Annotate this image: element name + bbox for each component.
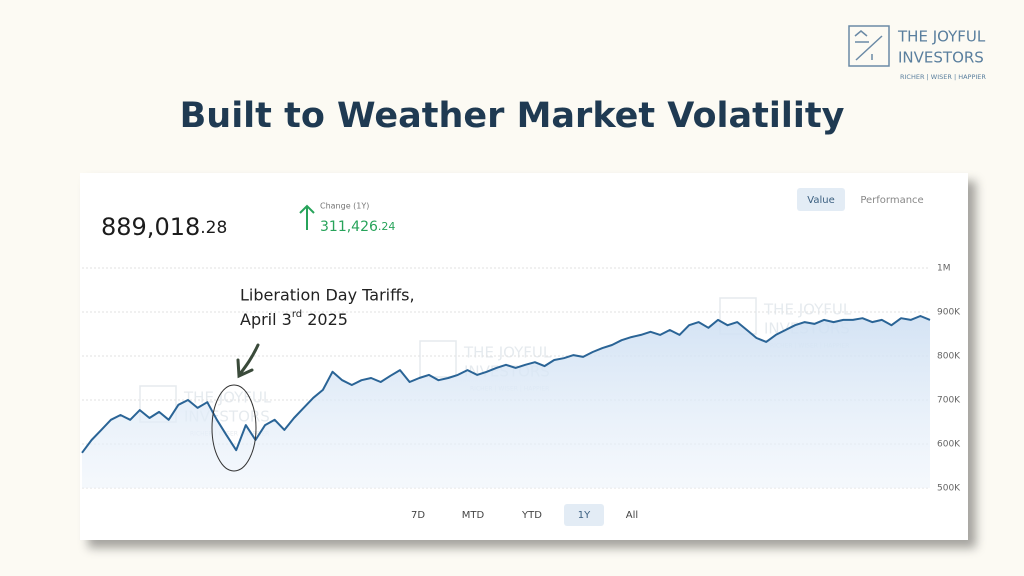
annotation-arrow bbox=[236, 343, 260, 379]
y-tick-label: 800K bbox=[937, 352, 961, 362]
annotation-year: 2025 bbox=[302, 310, 348, 329]
range-button[interactable]: MTD bbox=[462, 510, 485, 521]
toggle-performance[interactable]: Performance bbox=[860, 195, 923, 206]
watermark-tagline: RICHER | WISER | HAPPIER bbox=[190, 431, 269, 438]
y-tick-label: 700K bbox=[937, 396, 961, 406]
watermark-text: THE JOYFUL bbox=[463, 344, 552, 362]
watermark-text: THE JOYFUL bbox=[763, 301, 852, 319]
value-main: 889,018 bbox=[101, 213, 200, 241]
watermark-icon bbox=[419, 340, 457, 378]
toggle-active-bg bbox=[797, 188, 845, 211]
y-tick-label: 900K bbox=[937, 308, 961, 318]
watermark-text: THE JOYFUL bbox=[183, 389, 272, 407]
portfolio-value: 889,018.28 bbox=[101, 213, 227, 241]
brand-line2: INVESTORS bbox=[898, 49, 984, 67]
y-tick-label: 1M bbox=[937, 264, 951, 274]
change-label: Change (1Y) bbox=[320, 202, 369, 211]
value-cents: .28 bbox=[200, 218, 227, 238]
range-button[interactable]: 1Y bbox=[578, 510, 591, 521]
slide-title: Built to Weather Market Volatility bbox=[180, 96, 845, 136]
change-value: 311,426.24 bbox=[320, 219, 395, 235]
toggle-value[interactable]: Value bbox=[807, 195, 834, 206]
annotation-line2: April 3rd 2025 bbox=[240, 309, 348, 329]
logo-frame bbox=[848, 25, 890, 67]
change-cents: .24 bbox=[378, 220, 396, 233]
brand-line1: THE JOYFUL bbox=[897, 28, 986, 46]
logo: THE JOYFUL INVESTORS RICHER | WISER | HA… bbox=[848, 25, 986, 81]
line bbox=[81, 315, 931, 454]
annotation-circle bbox=[211, 384, 257, 472]
change-arrow bbox=[299, 204, 315, 230]
range-buttons: 7D MTD YTD 1Y All bbox=[411, 504, 638, 526]
annotation-date: April 3 bbox=[240, 310, 292, 329]
range-active-bg bbox=[564, 504, 604, 526]
range-button[interactable]: All bbox=[626, 510, 638, 521]
area bbox=[82, 316, 930, 488]
annotation-sup: rd bbox=[292, 309, 302, 320]
range-button[interactable]: YTD bbox=[521, 510, 542, 521]
y-tick-label: 600K bbox=[937, 440, 961, 450]
logo-icon bbox=[854, 30, 883, 61]
annotation-line1: Liberation Day Tariffs, bbox=[240, 286, 415, 305]
range-button[interactable]: 7D bbox=[411, 510, 425, 521]
y-tick-label: 500K bbox=[937, 484, 961, 494]
change-main: 311,426 bbox=[320, 219, 378, 235]
brand-tagline: RICHER | WISER | HAPPIER bbox=[900, 73, 986, 81]
